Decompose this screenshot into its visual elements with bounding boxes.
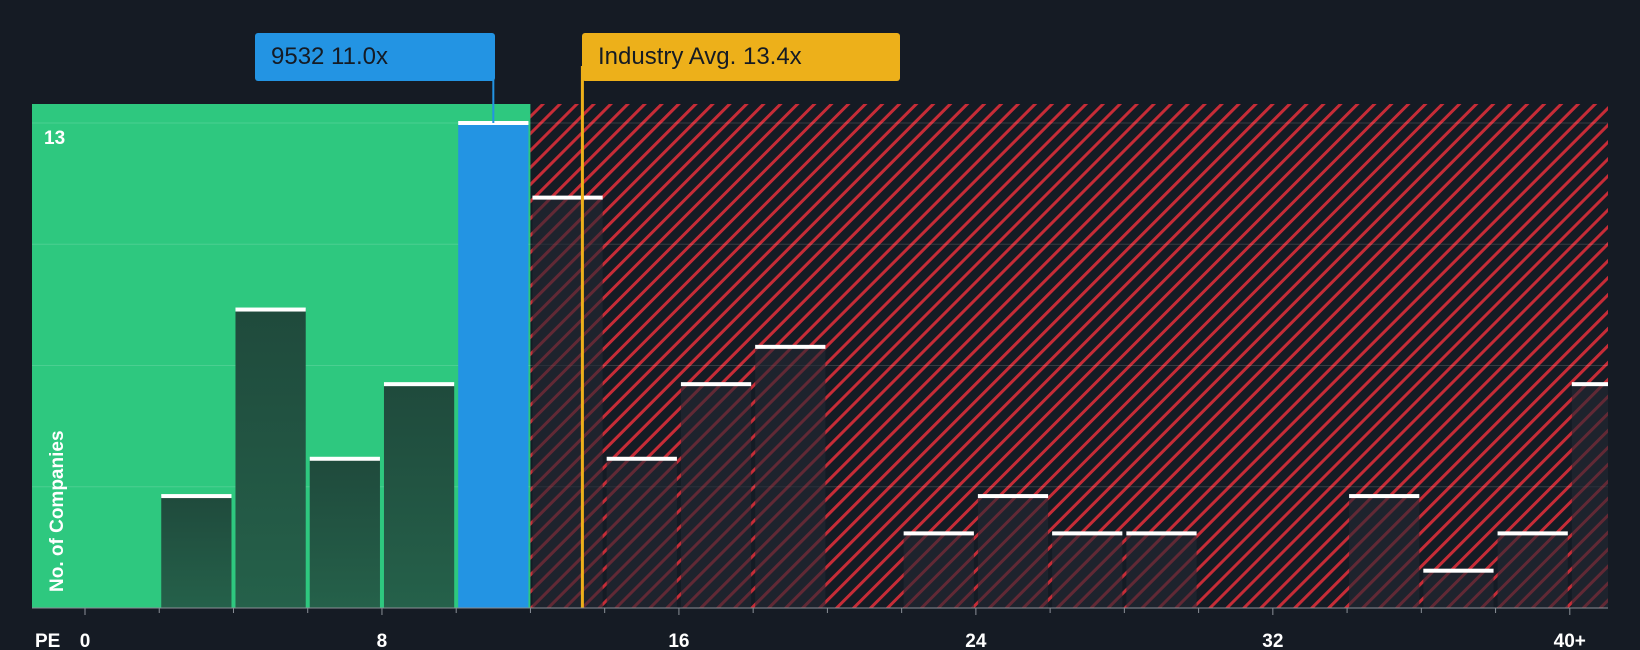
- histogram-bar: [1571, 384, 1608, 608]
- histogram-bar: [977, 496, 1049, 608]
- bar-cap: [755, 344, 826, 349]
- bar-cap: [977, 494, 1049, 499]
- bar-cap: [309, 456, 380, 461]
- histogram-bar: [903, 533, 974, 608]
- x-tick-label: 8: [377, 631, 388, 650]
- x-tick-label: 0: [80, 631, 91, 650]
- histogram-bar: [680, 384, 752, 608]
- bar-cap: [606, 456, 677, 461]
- histogram-bar: [161, 496, 232, 608]
- bar-cap: [383, 382, 455, 387]
- histogram-bar: [1349, 496, 1420, 608]
- histogram-bar: [458, 123, 529, 608]
- histogram-bar: [235, 309, 306, 608]
- histogram-bar: [1126, 533, 1197, 608]
- histogram-bar: [1052, 533, 1123, 608]
- x-tick-label: 24: [965, 631, 987, 650]
- histogram-bar: [383, 384, 455, 608]
- bar-cap: [1126, 531, 1197, 536]
- x-tick-label: 16: [668, 631, 689, 650]
- bar-cap: [1423, 568, 1494, 573]
- x-tick-label: 32: [1262, 631, 1283, 650]
- industry-average-callout: Industry Avg. 13.4x: [582, 33, 900, 81]
- bar-cap: [161, 494, 232, 499]
- bar-cap: [1052, 531, 1123, 536]
- bar-cap: [532, 195, 603, 200]
- histogram-bar: [532, 197, 603, 608]
- bar-cap: [1571, 382, 1608, 387]
- bar-cap: [680, 382, 752, 387]
- histogram-bar: [755, 346, 826, 608]
- x-axis-ticks: 0 8 16 24 32 40+: [80, 608, 1586, 650]
- bar-cap: [235, 307, 306, 312]
- histogram-bars: [161, 121, 1608, 608]
- bar-cap: [1349, 494, 1420, 499]
- bar-cap: [1497, 531, 1568, 536]
- histogram-bar: [1423, 570, 1494, 608]
- histogram-bar: [309, 458, 380, 608]
- y-axis-title: No. of Companies: [47, 430, 68, 592]
- bar-cap: [903, 531, 974, 536]
- x-axis-title: PE: [35, 631, 60, 650]
- company-pe-callout: 9532 11.0x: [255, 33, 495, 81]
- histogram-bar: [606, 458, 677, 608]
- y-axis-max-label: 13: [44, 128, 65, 149]
- histogram-bar: [1497, 533, 1568, 608]
- x-tick-label: 40+: [1554, 631, 1586, 650]
